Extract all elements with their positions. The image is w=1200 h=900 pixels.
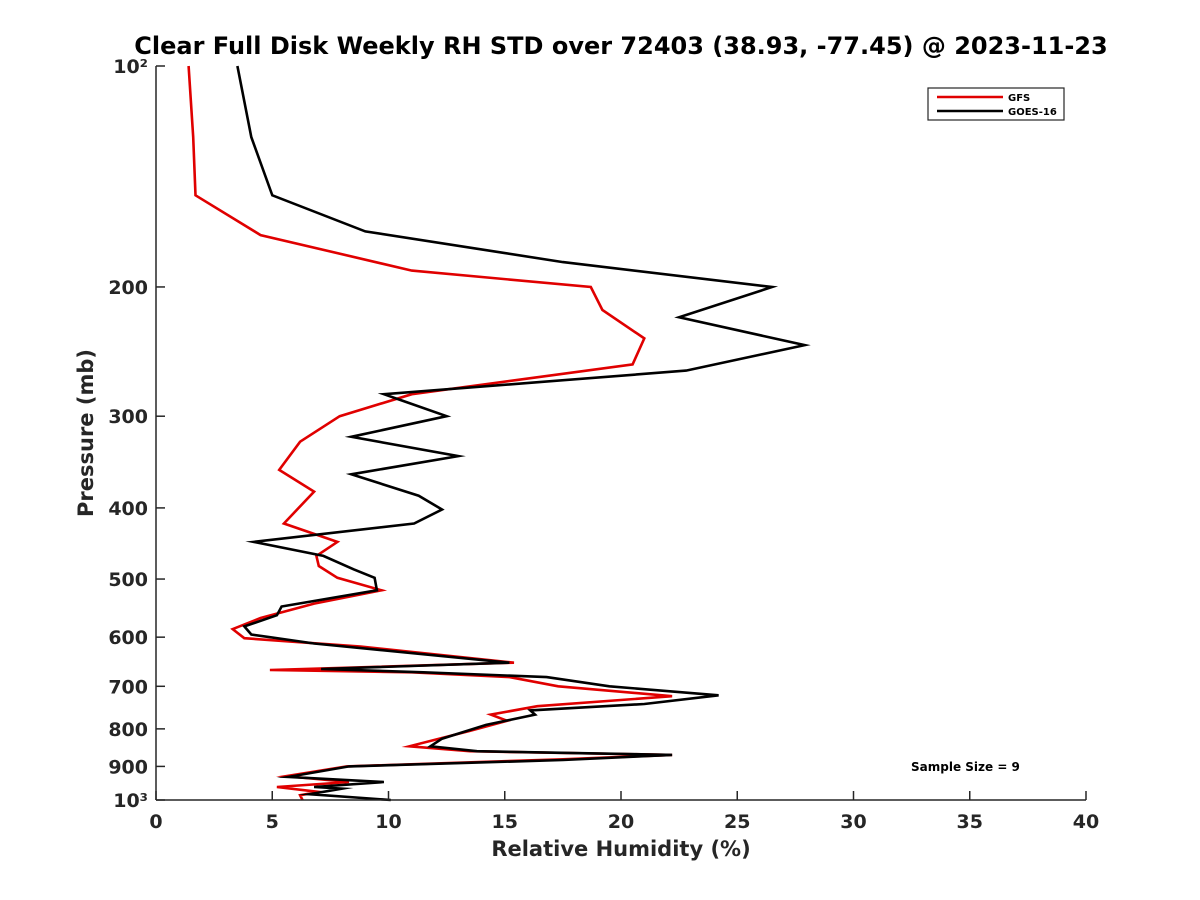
y-tick-label: 10²: [113, 56, 148, 78]
legend: GFS GOES-16: [927, 87, 1065, 121]
x-tick-label: 35: [957, 811, 983, 833]
series-line-gfs: [187, 65, 673, 801]
x-axis-label: Relative Humidity (%): [491, 837, 750, 861]
x-tick-label: 25: [724, 811, 750, 833]
x-tick-label: 10: [375, 811, 401, 833]
x-tick-label: 5: [266, 811, 279, 833]
y-axis-label: Pressure (mb): [74, 349, 98, 517]
y-tick-label: 200: [108, 277, 148, 299]
x-tick-label: 0: [149, 811, 162, 833]
y-tick-label: 700: [108, 676, 148, 698]
x-tick-label: 40: [1073, 811, 1099, 833]
x-tick-label: 30: [840, 811, 866, 833]
axes: [155, 66, 1086, 801]
y-tick-label: 400: [108, 498, 148, 520]
series-line-goes16: [236, 65, 811, 802]
y-tick-label: 600: [108, 627, 148, 649]
y-tick-label: 900: [108, 756, 148, 778]
y-tick-label: 800: [108, 719, 148, 741]
y-tick-label: 10³: [113, 790, 148, 812]
plot-series: [187, 65, 811, 802]
chart-title: Clear Full Disk Weekly RH STD over 72403…: [134, 32, 1107, 60]
y-tick-label: 300: [108, 406, 148, 428]
legend-label-gfs: GFS: [1008, 93, 1030, 104]
y-ticks: 10² 200 300 400 500 600 700 800 900 10³: [108, 56, 165, 812]
y-tick-label: 500: [108, 569, 148, 591]
x-tick-label: 20: [608, 811, 634, 833]
x-tick-label: 15: [492, 811, 518, 833]
legend-box: [927, 87, 1065, 121]
legend-label-goes16: GOES-16: [1008, 107, 1057, 118]
x-ticks: 0 5 10 15 20 25 30 35 40: [149, 791, 1099, 833]
sample-size-annotation: Sample Size = 9: [911, 760, 1020, 774]
